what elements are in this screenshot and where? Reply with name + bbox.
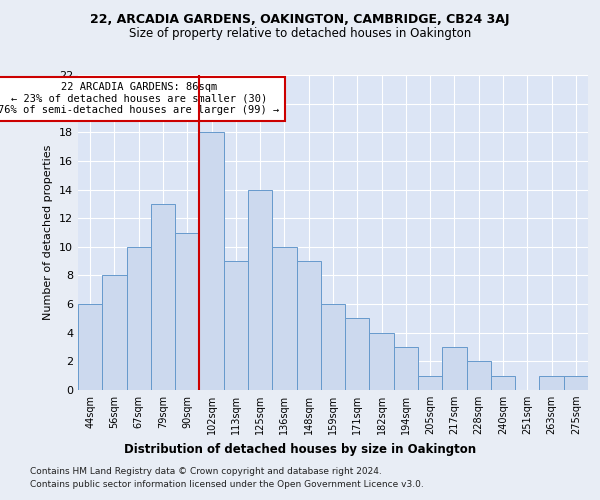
Bar	[175, 232, 199, 390]
Bar	[370, 332, 394, 390]
Bar	[224, 261, 248, 390]
Text: Size of property relative to detached houses in Oakington: Size of property relative to detached ho…	[129, 28, 471, 40]
Bar	[539, 376, 564, 390]
Bar	[345, 318, 370, 390]
Bar	[151, 204, 175, 390]
Text: 22, ARCADIA GARDENS, OAKINGTON, CAMBRIDGE, CB24 3AJ: 22, ARCADIA GARDENS, OAKINGTON, CAMBRIDG…	[90, 12, 510, 26]
Bar	[296, 261, 321, 390]
Bar	[442, 347, 467, 390]
Bar	[418, 376, 442, 390]
Bar	[491, 376, 515, 390]
Bar	[321, 304, 345, 390]
Text: Contains HM Land Registry data © Crown copyright and database right 2024.: Contains HM Land Registry data © Crown c…	[30, 468, 382, 476]
Bar	[78, 304, 102, 390]
Text: 22 ARCADIA GARDENS: 86sqm
← 23% of detached houses are smaller (30)
76% of semi-: 22 ARCADIA GARDENS: 86sqm ← 23% of detac…	[0, 82, 280, 116]
Bar	[564, 376, 588, 390]
Bar	[102, 276, 127, 390]
Bar	[394, 347, 418, 390]
Bar	[127, 247, 151, 390]
Bar	[467, 362, 491, 390]
Text: Distribution of detached houses by size in Oakington: Distribution of detached houses by size …	[124, 442, 476, 456]
Bar	[272, 247, 296, 390]
Text: Contains public sector information licensed under the Open Government Licence v3: Contains public sector information licen…	[30, 480, 424, 489]
Bar	[199, 132, 224, 390]
Bar	[248, 190, 272, 390]
Y-axis label: Number of detached properties: Number of detached properties	[43, 145, 53, 320]
